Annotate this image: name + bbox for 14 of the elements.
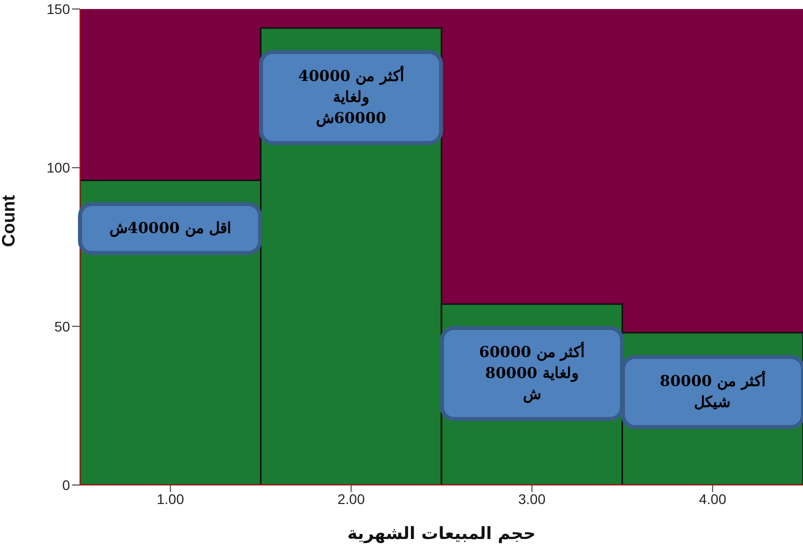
x-tick-label: 3.00: [518, 490, 546, 507]
x-tick-label: 4.00: [699, 490, 726, 507]
y-tick-label: 100: [46, 160, 70, 176]
y-tick-label: 0: [62, 476, 70, 493]
y-axis-title: Count: [0, 195, 18, 247]
callout-box: اقل من 40000ش: [78, 202, 262, 256]
x-tick-label: 2.00: [338, 490, 365, 507]
callout-box: أكثر من 80000 شيكل: [620, 354, 803, 429]
x-axis-title: حجم المبيعات الشهرية: [347, 524, 536, 544]
callout-box: أكثر من 60000 ولغاية 80000 ش: [440, 326, 624, 422]
x-tick-label: 1.00: [156, 490, 184, 507]
y-tick-label: 50: [54, 318, 70, 334]
y-tick-label: 150: [46, 0, 70, 17]
callout-box: أكثر من 40000 ولغاية 60000ش: [259, 50, 444, 146]
